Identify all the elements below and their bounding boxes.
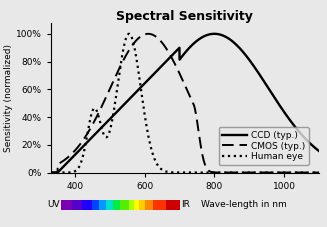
- CMOS (typ.): [326, 171, 327, 174]
- Text: Wave-length in nm: Wave-length in nm: [201, 200, 286, 209]
- Human eye: [38, 171, 42, 174]
- Human eye: [127, 32, 131, 35]
- Text: IR: IR: [181, 200, 190, 209]
- Human eye: [175, 171, 179, 174]
- CCD (typ.): [326, 156, 327, 158]
- CCD (typ.): [326, 155, 327, 158]
- CMOS (typ.): [38, 171, 42, 174]
- CCD (typ.): [271, 95, 275, 97]
- CMOS (typ.): [326, 171, 327, 174]
- CCD (typ.): [53, 171, 57, 174]
- CMOS (typ.): [146, 32, 150, 35]
- Human eye: [326, 171, 327, 174]
- CCD (typ.): [38, 171, 42, 174]
- Human eye: [53, 171, 57, 174]
- Human eye: [326, 171, 327, 174]
- CCD (typ.): [174, 50, 178, 52]
- Line: CCD (typ.): CCD (typ.): [40, 34, 327, 173]
- CMOS (typ.): [175, 66, 179, 69]
- CMOS (typ.): [182, 83, 186, 85]
- Line: CMOS (typ.): CMOS (typ.): [40, 34, 327, 173]
- Legend: CCD (typ.), CMOS (typ.), Human eye: CCD (typ.), CMOS (typ.), Human eye: [218, 127, 309, 165]
- CMOS (typ.): [53, 171, 57, 174]
- CCD (typ.): [182, 52, 186, 55]
- Human eye: [182, 171, 186, 174]
- Text: UV: UV: [47, 200, 60, 209]
- Line: Human eye: Human eye: [40, 34, 327, 173]
- CCD (typ.): [213, 32, 216, 35]
- Y-axis label: Sensitivity (normalized): Sensitivity (normalized): [4, 44, 13, 152]
- Human eye: [271, 171, 275, 174]
- Title: Spectral Sensitivity: Spectral Sensitivity: [116, 10, 253, 23]
- CMOS (typ.): [271, 171, 275, 174]
